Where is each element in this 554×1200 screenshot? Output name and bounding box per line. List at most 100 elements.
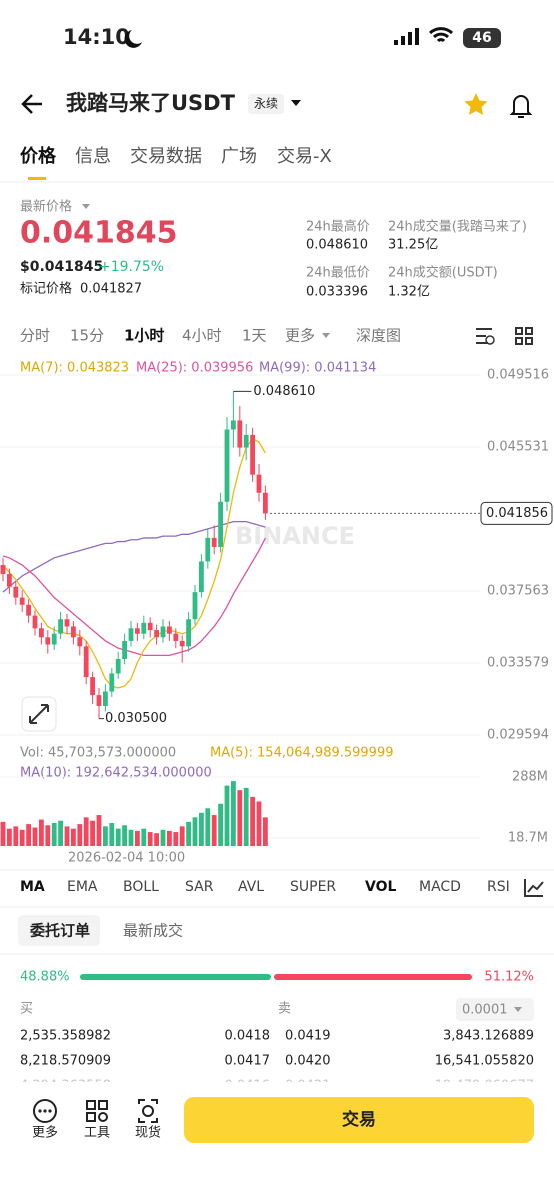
candle-body [115, 658, 121, 674]
interval[interactable]: 4小时 [182, 327, 222, 345]
date-label: 2026-02-04 10:00 [68, 851, 185, 866]
price-change: +19.75% [99, 259, 164, 275]
battery [463, 28, 501, 48]
spot-icon[interactable] [138, 1099, 158, 1123]
y-tick-label: 0.049516 [487, 368, 549, 383]
bell-icon[interactable] [509, 95, 533, 118]
volume-bar [160, 829, 166, 846]
candle-body [109, 673, 115, 692]
price-label: 最新价格 [20, 199, 72, 215]
candle-body [77, 637, 83, 647]
vol-label: Vol: 45,703,573.000000 [20, 746, 176, 761]
tab[interactable]: 信息 [75, 146, 111, 167]
volume-chart: 288M 18.7M [0, 770, 548, 846]
bid-price: 0.0418 [225, 1029, 271, 1044]
indicator[interactable]: BOLL [123, 879, 159, 895]
volume-bar [109, 822, 115, 846]
candle-body [243, 434, 249, 448]
candle-body [147, 622, 153, 631]
candle-body [51, 633, 57, 645]
volume-bar [167, 830, 172, 846]
candle-body [71, 626, 76, 638]
interval[interactable]: 分时 [20, 327, 50, 345]
price-dropdown[interactable] [82, 204, 90, 209]
stat-value: 0.033396 [306, 285, 368, 300]
volume-bar [224, 785, 230, 846]
interval[interactable]: 更多 [285, 327, 315, 345]
stat-value: 0.048610 [306, 238, 368, 253]
favorite-star[interactable] [464, 93, 488, 115]
stat-label: 24h成交额(USDT) [388, 265, 498, 281]
candle-body [7, 574, 12, 587]
trade-button[interactable] [184, 1097, 534, 1143]
volume-bar [173, 832, 179, 846]
more-dropdown[interactable] [322, 333, 330, 338]
indicator[interactable]: SUPER [290, 879, 336, 895]
tab[interactable]: 价格 [20, 145, 57, 167]
tab[interactable]: 交易-X [277, 146, 332, 167]
candle-body [237, 420, 243, 448]
watermark: BINANCE [235, 522, 355, 550]
order-tab[interactable]: 委托订单 [30, 922, 90, 940]
candle-body [96, 695, 102, 706]
volume-bar [26, 824, 31, 846]
interval[interactable]: 深度图 [356, 327, 401, 345]
tab[interactable]: 交易数据 [130, 146, 202, 167]
y-tick-label: 0.029594 [487, 728, 549, 743]
battery-level: 46 [472, 30, 491, 46]
stat-value: 1.32亿 [388, 285, 430, 300]
vol-ma5-label: MA(5): 154,064,989.599999 [210, 746, 394, 761]
candle-body [64, 619, 70, 627]
tools-icon[interactable] [86, 1100, 108, 1122]
candle-body [122, 640, 127, 659]
candle-body [192, 592, 198, 620]
layout-icon[interactable] [515, 327, 533, 345]
interval[interactable]: 1天 [242, 327, 267, 345]
mark-price: 0.041827 [80, 282, 142, 297]
current-price: 0.041856 [486, 506, 548, 521]
volume-bar [19, 829, 25, 846]
bottom-label[interactable]: 更多 [32, 1125, 58, 1141]
volume-bar [45, 825, 51, 846]
bottom-label[interactable]: 现货 [135, 1125, 161, 1141]
ask-price: 0.0419 [285, 1029, 331, 1044]
candle-body [250, 434, 255, 475]
candle-body [231, 420, 236, 430]
tab[interactable]: 广场 [221, 146, 257, 167]
indicator[interactable]: AVL [238, 879, 264, 895]
pair-title: 我踏马来了USDT [66, 91, 236, 115]
indicator[interactable]: VOL [365, 879, 396, 895]
candle-body [26, 604, 31, 616]
y-tick-label: 0.033579 [487, 655, 549, 670]
indicator-settings[interactable] [524, 879, 544, 897]
more-icon[interactable] [33, 1099, 57, 1123]
indicator[interactable]: MA [20, 879, 45, 895]
volume-bar [135, 830, 140, 846]
stat-label: 24h最高价 [306, 219, 370, 235]
volume-bar [186, 821, 191, 846]
bid-amount: 8,218.570909 [20, 1054, 111, 1069]
indicator[interactable]: RSI [487, 879, 510, 895]
volume-bar [179, 826, 185, 846]
moon-icon [124, 30, 142, 48]
volume-bar [103, 826, 108, 846]
contract-tag: 永续 [254, 97, 278, 111]
indicator[interactable]: SAR [185, 879, 214, 895]
interval[interactable]: 1小时 [124, 327, 164, 345]
ask-amount: 3,843.126889 [443, 1029, 534, 1044]
order-tab[interactable]: 最新成交 [123, 922, 183, 940]
step-caret [514, 1007, 522, 1012]
bid-price: 0.0417 [225, 1054, 271, 1069]
step-select[interactable] [456, 998, 534, 1021]
bottom-label[interactable]: 工具 [84, 1126, 110, 1141]
settings-icon[interactable] [476, 328, 492, 344]
indicator[interactable]: MACD [419, 879, 461, 895]
indicator[interactable]: EMA [67, 879, 98, 895]
interval[interactable]: 15分 [70, 327, 104, 345]
pair-dropdown[interactable] [291, 100, 301, 106]
volume-bar [90, 820, 95, 846]
buy-header: 买 [20, 1002, 33, 1017]
candle-body [83, 646, 89, 678]
sell-header: 卖 [278, 1002, 291, 1017]
back-button[interactable] [21, 94, 42, 114]
